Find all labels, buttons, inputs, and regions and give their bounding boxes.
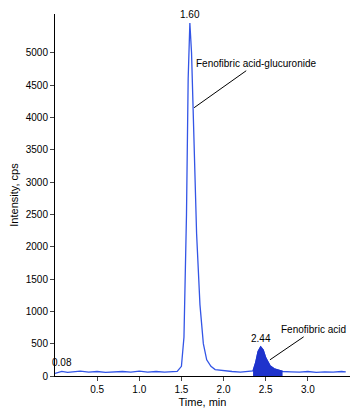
svg-text:1500: 1500 xyxy=(26,274,49,285)
svg-text:2.44: 2.44 xyxy=(251,333,271,344)
svg-text:Intensity, cps: Intensity, cps xyxy=(8,163,20,227)
svg-text:Fenofibric acid: Fenofibric acid xyxy=(281,324,346,335)
svg-text:3000: 3000 xyxy=(26,177,49,188)
svg-text:Time, min: Time, min xyxy=(179,396,227,408)
svg-text:1.0: 1.0 xyxy=(132,384,146,395)
svg-text:4500: 4500 xyxy=(26,80,49,91)
svg-text:2.5: 2.5 xyxy=(259,384,273,395)
svg-text:5000: 5000 xyxy=(26,47,49,58)
svg-text:3.0: 3.0 xyxy=(301,384,315,395)
svg-text:2.0: 2.0 xyxy=(217,384,231,395)
svg-text:0: 0 xyxy=(42,371,48,382)
svg-text:2000: 2000 xyxy=(26,241,49,252)
svg-text:500: 500 xyxy=(31,338,48,349)
svg-text:Fenofibric acid-glucuronide: Fenofibric acid-glucuronide xyxy=(196,58,317,69)
svg-text:1000: 1000 xyxy=(26,306,49,317)
svg-text:0.5: 0.5 xyxy=(90,384,104,395)
svg-text:0.08: 0.08 xyxy=(52,357,72,368)
svg-text:4000: 4000 xyxy=(26,112,49,123)
svg-text:1.5: 1.5 xyxy=(174,384,188,395)
svg-text:1.60: 1.60 xyxy=(180,9,200,20)
svg-text:2500: 2500 xyxy=(26,209,49,220)
svg-text:3500: 3500 xyxy=(26,144,49,155)
